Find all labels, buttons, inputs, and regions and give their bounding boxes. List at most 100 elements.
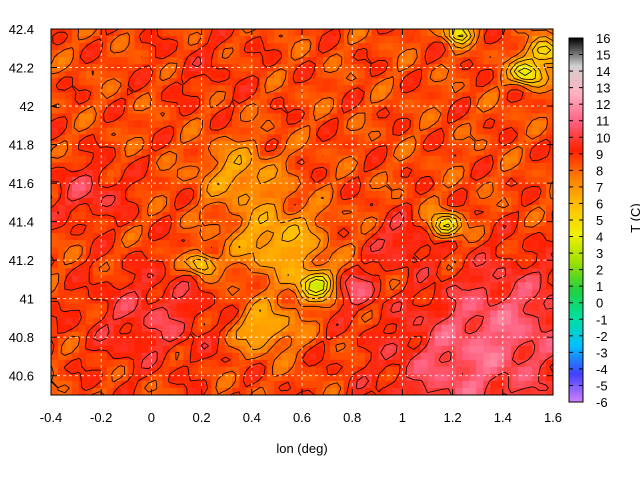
heatmap-cell [364,113,373,122]
heatmap-cell [490,289,498,298]
heatmap-cell [490,78,498,86]
heatmap-cell [525,331,533,340]
heatmap-cell [343,380,352,389]
heatmap-cell [378,50,387,58]
heatmap-cell [455,85,463,93]
colorbar-tick-label: 15 [596,48,610,63]
heatmap-cell [511,254,519,262]
heatmap-cell [281,380,289,389]
heatmap-cell [350,197,359,206]
heatmap-cell [532,233,540,241]
heatmap-cell [162,275,171,283]
heatmap-cell [406,296,415,305]
heatmap-cell [183,36,192,44]
heatmap-cell [441,190,450,199]
heatmap-cell [64,366,73,375]
heatmap-cell [211,268,219,276]
heatmap-cell [85,85,94,93]
heatmap-cell [308,366,317,375]
heatmap-cell [308,212,317,220]
heatmap-cell [239,261,247,269]
heatmap-cell [120,204,129,213]
heatmap-cell [239,282,247,291]
heatmap-cell [288,141,296,150]
heatmap-cell [225,36,233,44]
heatmap-cell [64,29,73,37]
heatmap-cell [190,127,199,136]
heatmap-cell [525,289,533,298]
heatmap-cell [350,183,359,192]
heatmap-cell [232,268,240,276]
heatmap-cell [113,282,122,291]
heatmap-cell [343,317,352,326]
heatmap-cell [288,29,296,37]
heatmap-cell [357,282,366,291]
heatmap-cell [434,268,443,276]
heatmap-cell [225,289,233,298]
heatmap-cell [504,92,512,100]
heatmap-cell [434,204,443,213]
heatmap-cell [134,261,143,269]
heatmap-cell [427,155,436,164]
heatmap-cell [239,310,247,319]
heatmap-cell [295,155,303,164]
heatmap-cell [127,352,136,361]
heatmap-cell [148,226,157,234]
heatmap-cell [176,85,185,93]
heatmap-cell [64,261,73,269]
heatmap-cell [406,176,415,185]
heatmap-cell [225,373,233,382]
heatmap-cell [399,134,408,143]
heatmap-cell [204,190,212,199]
heatmap-cell [427,64,436,72]
heatmap-cell [183,352,192,361]
heatmap-cell [169,183,178,192]
heatmap-cell [260,359,268,368]
heatmap-cell [308,162,317,171]
heatmap-cell [134,296,143,305]
heatmap-cell [546,197,553,206]
heatmap-cell [176,373,185,382]
heatmap-cell [322,359,331,368]
heatmap-cell [427,282,436,291]
heatmap-cell [434,78,443,86]
heatmap-cell [190,36,199,44]
heatmap-cell [190,352,199,361]
heatmap-cell [197,352,205,361]
heatmap-cell [413,310,422,319]
heatmap-cell [441,324,450,333]
heatmap-cell [357,155,366,164]
heatmap-cell [427,212,436,220]
heatmap-cell [350,359,359,368]
heatmap-cell [134,345,143,354]
heatmap-cell [211,99,219,108]
heatmap-cell [420,212,429,220]
heatmap-cell [462,352,470,361]
heatmap-cell [176,176,185,185]
heatmap-cell [232,99,240,108]
heatmap-cell [148,261,157,269]
heatmap-cell [232,204,240,213]
heatmap-cell [253,261,261,269]
heatmap-cell [302,268,310,276]
heatmap-cell [141,141,150,150]
heatmap-cell [490,36,498,44]
heatmap-cell [434,29,443,37]
heatmap-cell [225,92,233,100]
heatmap-cell [462,282,470,291]
heatmap-cell [511,113,519,122]
heatmap-cell [420,92,429,100]
heatmap-cell [462,338,470,347]
heatmap-cell [106,190,115,199]
heatmap-cell [232,85,240,93]
heatmap-cell [469,352,477,361]
heatmap-cell [51,183,59,192]
heatmap-cell [274,282,282,291]
heatmap-cell [371,99,380,108]
heatmap-cell [218,317,226,326]
heatmap-cell [441,289,450,298]
heatmap-cell [392,303,401,312]
heatmap-cell [392,352,401,361]
heatmap-cell [539,282,547,291]
heatmap-cell [490,162,498,171]
